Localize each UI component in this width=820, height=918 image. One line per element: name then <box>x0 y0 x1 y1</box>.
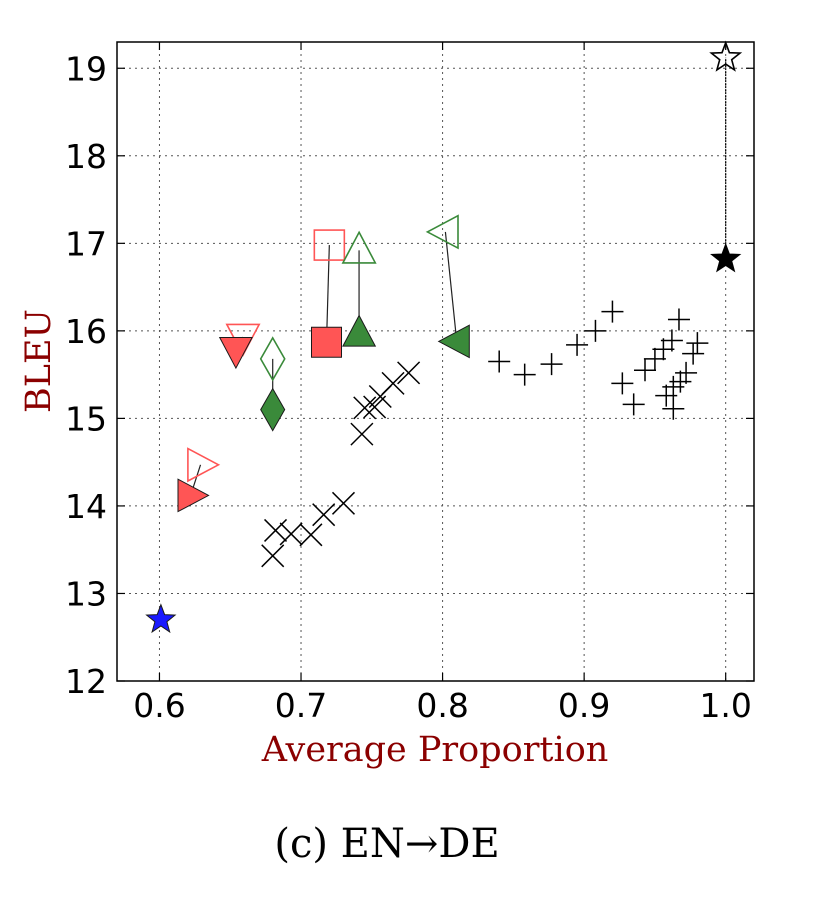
x-mark-stroke <box>350 422 374 446</box>
x-mark-stroke <box>261 544 285 568</box>
x-mark-stroke <box>331 491 356 515</box>
star-point <box>145 603 177 634</box>
x-tick-label: 0.8 <box>416 686 468 725</box>
connector-lines <box>190 57 727 496</box>
triangle-up-hollow-point <box>341 230 377 264</box>
axis-ticks: 0.6 0.7 0.8 0.9 1.0 12 13 14 15 16 17 18 19 <box>65 42 754 725</box>
plus-mark-point <box>622 393 645 416</box>
x-mark-stroke <box>279 522 303 546</box>
star-filled-point <box>710 242 742 273</box>
y-tick-label: 15 <box>65 399 107 438</box>
plus-mark-point <box>660 329 683 352</box>
x-mark-stroke <box>397 361 421 385</box>
triangle-down-filled-point <box>218 337 253 370</box>
plus-mark-point <box>643 347 666 370</box>
plus-mark-point <box>601 300 624 323</box>
x-mark-point <box>363 395 387 419</box>
plus-mark-point <box>686 332 709 355</box>
x-tick-label: 0.6 <box>133 686 185 725</box>
x-mark-stroke <box>312 503 336 527</box>
triangle-left-filled-point <box>437 324 470 359</box>
x-mark-stroke <box>299 523 323 547</box>
y-tick-label: 14 <box>65 487 107 526</box>
diamond-hollow-point <box>259 336 286 382</box>
x-axis-title: Average Proportion <box>261 730 609 770</box>
x-mark-point <box>261 544 285 568</box>
figure-caption: (c) EN→DE <box>274 821 499 867</box>
y-tick-label: 13 <box>65 574 107 613</box>
triangle-left-hollow-point <box>425 214 459 250</box>
square-filled-point <box>311 326 343 358</box>
x-mark-point <box>353 396 377 420</box>
x-mark-point <box>350 422 374 446</box>
diamond-filled-point <box>260 387 286 432</box>
triangle-right-hollow-point <box>187 447 221 483</box>
x-mark-point <box>279 522 303 546</box>
x-mark-point <box>397 361 421 385</box>
x-mark-stroke <box>264 518 288 542</box>
x-mark-point <box>299 523 323 547</box>
x-mark-point <box>381 371 405 395</box>
plus-mark-point <box>513 363 536 386</box>
triangle-up-filled-point <box>342 314 377 347</box>
plus-mark-point <box>611 372 634 395</box>
plus-mark-point <box>669 370 692 393</box>
star-hollow-point <box>709 40 743 72</box>
y-tick-label: 19 <box>65 49 107 88</box>
x-mark-stroke <box>381 371 405 395</box>
x-tick-label: 1.0 <box>699 686 751 725</box>
pair-connector-line <box>325 245 330 343</box>
data-markers <box>145 40 743 634</box>
y-tick-label: 16 <box>65 312 107 351</box>
x-mark-point <box>264 518 288 542</box>
x-mark-point <box>331 491 356 515</box>
triangle-right-filled-point <box>177 478 210 513</box>
plus-mark-point <box>540 353 563 376</box>
grid <box>117 42 754 682</box>
square-hollow-point <box>313 229 346 261</box>
x-mark-point <box>312 503 336 527</box>
y-tick-label: 18 <box>65 137 107 176</box>
plus-mark-point <box>675 361 698 384</box>
y-tick-label: 12 <box>65 662 107 701</box>
x-tick-label: 0.9 <box>558 686 610 725</box>
x-mark-stroke <box>353 396 377 420</box>
plus-mark-point <box>662 397 685 420</box>
plus-mark-point <box>634 359 657 382</box>
plus-mark-point <box>682 342 705 365</box>
pair-connector-line <box>444 231 458 342</box>
plus-mark-point <box>566 333 589 356</box>
y-tick-label: 17 <box>65 224 107 263</box>
plus-mark-point <box>488 350 511 373</box>
plot-frame <box>116 41 755 682</box>
x-tick-label: 0.7 <box>275 686 327 725</box>
plus-mark-point <box>667 308 690 331</box>
y-axis-title: BLEU <box>19 309 59 413</box>
x-mark-stroke <box>363 395 387 419</box>
plus-mark-point <box>652 338 675 361</box>
plus-mark-point <box>584 319 607 342</box>
